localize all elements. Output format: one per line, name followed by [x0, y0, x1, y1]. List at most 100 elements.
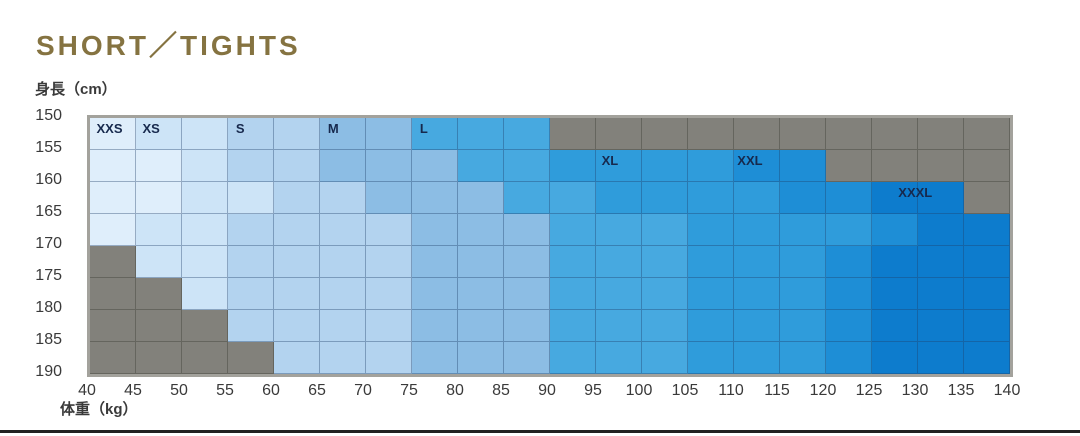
x-tick-85: 85	[492, 382, 510, 399]
grid-cell-s	[320, 246, 366, 278]
grid-cell-l	[550, 214, 596, 246]
y-tick-165: 165	[35, 203, 62, 220]
size-label-s: S	[235, 121, 245, 137]
x-tick-65: 65	[308, 382, 326, 399]
grid-cell-out-of-range	[550, 118, 596, 150]
grid-cell-out-of-range	[964, 118, 1010, 150]
grid-cell-xl	[780, 246, 826, 278]
grid-cell-xxs	[90, 150, 136, 182]
grid-cell-s	[320, 214, 366, 246]
grid-cell-m	[412, 182, 458, 214]
grid-cell-m	[412, 150, 458, 182]
x-tick-115: 115	[764, 382, 790, 399]
grid-cell-l	[458, 118, 504, 150]
grid-cell-xl	[780, 214, 826, 246]
grid-cell-s	[274, 342, 320, 374]
grid-cell-out-of-range	[136, 278, 182, 310]
grid-cell-xs	[182, 278, 228, 310]
size-label-l: L	[419, 121, 428, 137]
grid-cell-s	[228, 214, 274, 246]
x-tick-135: 135	[947, 382, 975, 399]
grid-cell-m	[458, 342, 504, 374]
grid-cell-xl	[780, 342, 826, 374]
grid-cell-l	[550, 310, 596, 342]
grid-cell-s	[274, 214, 320, 246]
grid-cell-xxs	[90, 182, 136, 214]
page-title: SHORT／TIGHTS	[36, 30, 301, 61]
grid-cell-m	[504, 246, 550, 278]
grid-cell-l	[550, 246, 596, 278]
grid-cell-out-of-range	[964, 182, 1010, 214]
size-label-xl: XL	[601, 153, 619, 169]
grid-cell-xxl	[734, 150, 780, 182]
grid-cell-out-of-range	[780, 118, 826, 150]
x-tick-100: 100	[625, 382, 653, 399]
x-tick-80: 80	[446, 382, 464, 399]
grid-cell-l	[504, 182, 550, 214]
grid-cell-xxxl	[918, 278, 964, 310]
grid-cell-s	[320, 182, 366, 214]
grid-cell-m	[458, 278, 504, 310]
grid-cell-out-of-range	[826, 118, 872, 150]
grid-cell-out-of-range	[964, 150, 1010, 182]
bottom-divider	[0, 430, 1080, 433]
grid-cell-xl	[688, 310, 734, 342]
grid-cell-m	[458, 182, 504, 214]
grid-cell-out-of-range	[642, 118, 688, 150]
grid-cell-l	[642, 246, 688, 278]
grid-cell-xxxl	[872, 246, 918, 278]
grid-cell-l	[596, 342, 642, 374]
grid-cell-m	[366, 182, 412, 214]
grid-cell-xl	[734, 182, 780, 214]
grid-cell-xl	[826, 214, 872, 246]
x-tick-45: 45	[124, 382, 142, 399]
grid-cell-m	[366, 150, 412, 182]
grid-cell-m	[366, 118, 412, 150]
grid-cell-xl	[642, 150, 688, 182]
grid-cell-xxl	[826, 310, 872, 342]
grid-cell-m	[320, 150, 366, 182]
x-tick-50: 50	[170, 382, 188, 399]
grid-cell-xxxl	[964, 214, 1010, 246]
grid-cell-xxxl	[964, 342, 1010, 374]
grid-cell-s	[274, 182, 320, 214]
grid-cell-out-of-range	[872, 150, 918, 182]
grid-cell-m	[458, 214, 504, 246]
grid-cell-s	[366, 342, 412, 374]
grid-cell-s	[274, 310, 320, 342]
grid-cell-l	[458, 150, 504, 182]
grid-cell-out-of-range	[918, 150, 964, 182]
grid-cell-m	[504, 310, 550, 342]
grid-cell-out-of-range	[688, 118, 734, 150]
grid-cell-out-of-range	[826, 150, 872, 182]
grid-cell-l	[550, 278, 596, 310]
grid-cell-l	[550, 182, 596, 214]
grid-cell-out-of-range	[182, 310, 228, 342]
grid-cell-xl	[642, 182, 688, 214]
grid-cell-xxs	[136, 182, 182, 214]
grid-cell-xxl	[872, 214, 918, 246]
grid-cell-xs	[228, 182, 274, 214]
grid-cell-l	[642, 278, 688, 310]
grid-cell-l	[412, 118, 458, 150]
grid-cell-s	[366, 214, 412, 246]
grid-cell-xxxl	[872, 278, 918, 310]
x-tick-95: 95	[584, 382, 602, 399]
grid-cell-out-of-range	[734, 118, 780, 150]
grid-cell-s	[366, 310, 412, 342]
grid-cell-s	[274, 150, 320, 182]
y-tick-175: 175	[35, 267, 62, 284]
grid-cell-s	[320, 342, 366, 374]
x-tick-105: 105	[671, 382, 699, 399]
grid-cell-out-of-range	[596, 118, 642, 150]
grid-cell-xl	[550, 150, 596, 182]
grid-cell-l	[504, 118, 550, 150]
grid-cell-m	[504, 342, 550, 374]
y-axis-title: 身長（cm）	[35, 81, 117, 98]
grid-cell-xxs	[90, 118, 136, 150]
grid-cell-xxxl	[872, 342, 918, 374]
size-grid	[87, 115, 1013, 377]
y-tick-185: 185	[35, 331, 62, 348]
grid-cell-s	[228, 246, 274, 278]
